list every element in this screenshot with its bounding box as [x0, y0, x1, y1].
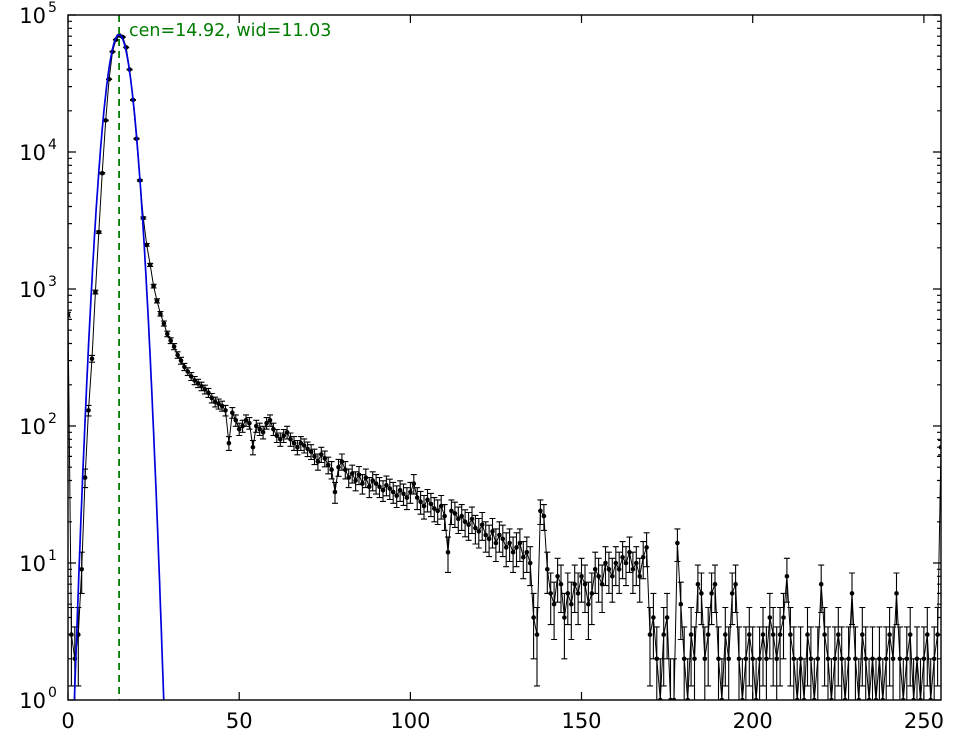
- y-tick-label: 10: [19, 278, 46, 302]
- y-tick-label: 10: [19, 141, 46, 165]
- y-tick-exponent: 2: [48, 411, 57, 427]
- y-tick-label: 10: [19, 552, 46, 576]
- x-tick-label: 100: [390, 709, 430, 733]
- x-tick-label: 0: [61, 709, 74, 733]
- gaussian-fit-curve: [73, 33, 165, 700]
- y-tick-exponent: 4: [48, 137, 57, 153]
- y-tick-label: 10: [19, 415, 46, 439]
- x-tick-label: 150: [561, 709, 601, 733]
- y-tick-exponent: 5: [48, 0, 57, 16]
- y-tick-label: 10: [19, 689, 46, 713]
- y-tick-exponent: 1: [48, 548, 57, 564]
- y-tick-exponent: 3: [48, 274, 57, 290]
- x-tick-label: 50: [226, 709, 253, 733]
- data-line: [68, 34, 941, 700]
- x-tick-label: 250: [904, 709, 944, 733]
- axes-frame: [67, 14, 942, 701]
- y-tick-label: 10: [19, 4, 46, 28]
- x-tick-label: 200: [733, 709, 773, 733]
- axis-ticks: [67, 14, 941, 701]
- fit-annotation: cen=14.92, wid=11.03: [129, 21, 332, 41]
- y-tick-exponent: 0: [48, 685, 57, 701]
